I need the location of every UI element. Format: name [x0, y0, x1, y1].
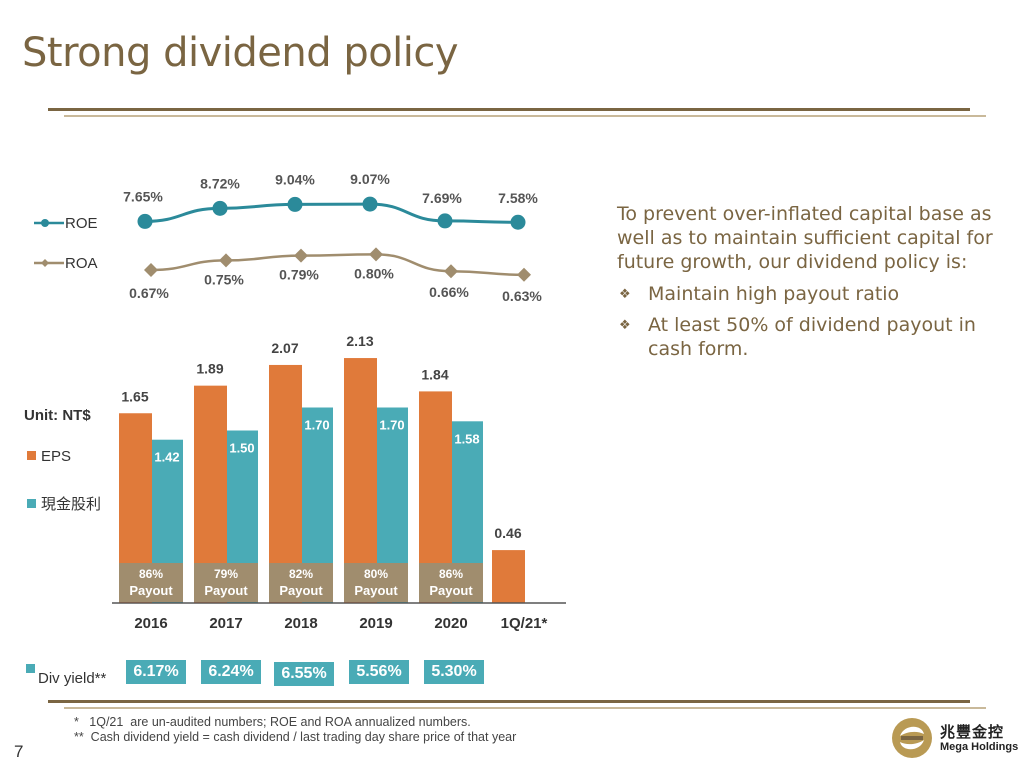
- roa-point: [444, 264, 458, 279]
- roa-data-label: 0.63%: [502, 288, 542, 304]
- roe-point: [287, 196, 303, 212]
- roa-point: [144, 263, 158, 277]
- payout-percent: 82%: [289, 567, 313, 581]
- x-tick-label: 1Q/21*: [501, 615, 548, 632]
- payout-box: [344, 563, 408, 602]
- dividend-data-label: 1.42: [154, 450, 179, 465]
- roa-point: [517, 267, 531, 282]
- title-rule-dark: [48, 108, 970, 111]
- dividend-data-label: 1.70: [304, 418, 329, 433]
- x-tick-label: 2019: [359, 615, 392, 632]
- div-yield-value: 6.24%: [201, 660, 261, 684]
- roe-data-label: 9.07%: [350, 171, 390, 187]
- payout-box: [119, 563, 183, 602]
- eps-bar: [492, 550, 525, 603]
- roe-legend-marker: [41, 219, 49, 227]
- legend-unit: Unit: NT$: [24, 407, 91, 424]
- div-yield-value: 5.56%: [349, 660, 409, 684]
- payout-box: [419, 563, 483, 602]
- roe-data-label: 7.58%: [498, 190, 538, 206]
- payout-percent: 80%: [364, 567, 388, 581]
- eps-data-label: 1.89: [196, 361, 223, 377]
- roe-legend-label: ROE: [65, 215, 98, 232]
- eps-data-label: 1.84: [421, 366, 448, 382]
- logo-chinese-name: 兆豐金控: [940, 723, 1005, 741]
- x-tick-label: 2018: [284, 615, 317, 632]
- policy-paragraph: To prevent over-inflated capital base as…: [617, 203, 993, 273]
- roe-data-label: 8.72%: [200, 175, 240, 191]
- policy-bullet: ❖ Maintain high payout ratio: [617, 282, 997, 306]
- eps-bar: [344, 358, 377, 603]
- policy-bullets: ❖ Maintain high payout ratio ❖ At least …: [617, 282, 997, 361]
- footnotes: * 1Q/21 are un-audited numbers; ROE and …: [74, 715, 516, 745]
- policy-bullet-text: At least 50% of dividend payout in cash …: [648, 314, 976, 360]
- roe-data-label: 7.69%: [422, 190, 462, 206]
- payout-label: Payout: [204, 583, 248, 598]
- policy-bullet-text: Maintain high payout ratio: [648, 283, 900, 305]
- eps-legend-swatch: [27, 451, 36, 460]
- roe-data-label: 9.04%: [275, 171, 315, 187]
- payout-percent: 86%: [139, 567, 163, 581]
- payout-label: Payout: [354, 583, 398, 598]
- roe-point: [362, 196, 378, 212]
- x-tick-label: 2016: [134, 615, 167, 632]
- eps-data-label: 2.13: [346, 333, 373, 349]
- roa-data-label: 0.66%: [429, 284, 469, 300]
- eps-data-label: 0.46: [494, 525, 521, 541]
- policy-panel: To prevent over-inflated capital base as…: [617, 202, 997, 368]
- div-yield-swatch: [26, 664, 35, 673]
- roe-point: [212, 200, 228, 216]
- roa-point: [294, 248, 308, 263]
- page-title: Strong dividend policy: [22, 30, 459, 76]
- roa-point: [369, 247, 383, 262]
- footer-rule-light: [64, 707, 986, 709]
- roa-point: [219, 253, 233, 268]
- payout-percent: 86%: [439, 567, 463, 581]
- logo-english-name: Mega Holdings: [940, 741, 1019, 753]
- roe-data-label: 7.65%: [123, 188, 163, 204]
- payout-percent: 79%: [214, 567, 238, 581]
- policy-bullet: ❖ At least 50% of dividend payout in cas…: [617, 313, 997, 361]
- div-yield-label: Div yield**: [38, 670, 107, 687]
- footnote: * 1Q/21 are un-audited numbers; ROE and …: [74, 715, 471, 729]
- roa-legend-label: ROA: [65, 255, 98, 272]
- dividend-data-label: 1.70: [379, 418, 404, 433]
- diamond-bullet-icon: ❖: [619, 318, 631, 333]
- mega-holdings-logo-icon: [892, 718, 932, 758]
- roe-point: [510, 214, 526, 230]
- eps-data-label: 1.65: [121, 388, 148, 404]
- payout-box: [269, 563, 333, 602]
- dividend-legend-label: 現金股利: [41, 496, 101, 513]
- roa-data-label: 0.67%: [129, 285, 169, 301]
- roa-data-label: 0.79%: [279, 267, 319, 283]
- payout-label: Payout: [129, 583, 173, 598]
- roe-point: [437, 213, 453, 229]
- x-tick-label: 2017: [209, 615, 242, 632]
- payout-label: Payout: [429, 583, 473, 598]
- payout-label: Payout: [279, 583, 323, 598]
- div-yield-value: 6.55%: [274, 662, 334, 686]
- div-yield-value: 6.17%: [126, 660, 186, 684]
- footer-rule-dark: [48, 700, 970, 703]
- eps-legend-label: EPS: [41, 448, 71, 465]
- eps-data-label: 2.07: [271, 340, 298, 356]
- dividend-legend-swatch: [27, 499, 36, 508]
- roe-point: [137, 213, 153, 229]
- title-rule-light: [64, 115, 986, 117]
- roa-data-label: 0.75%: [204, 271, 244, 287]
- roa-legend-marker: [41, 259, 49, 267]
- page-number: 7: [14, 742, 24, 761]
- roa-data-label: 0.80%: [354, 265, 394, 281]
- div-yield-value: 5.30%: [424, 660, 484, 684]
- footnote: ** Cash dividend yield = cash dividend /…: [74, 730, 517, 744]
- dividend-data-label: 1.58: [454, 431, 479, 446]
- payout-box: [194, 563, 258, 602]
- x-tick-label: 2020: [434, 615, 467, 632]
- dividend-data-label: 1.50: [229, 441, 254, 456]
- roe-line: [144, 202, 519, 224]
- diamond-bullet-icon: ❖: [619, 287, 631, 302]
